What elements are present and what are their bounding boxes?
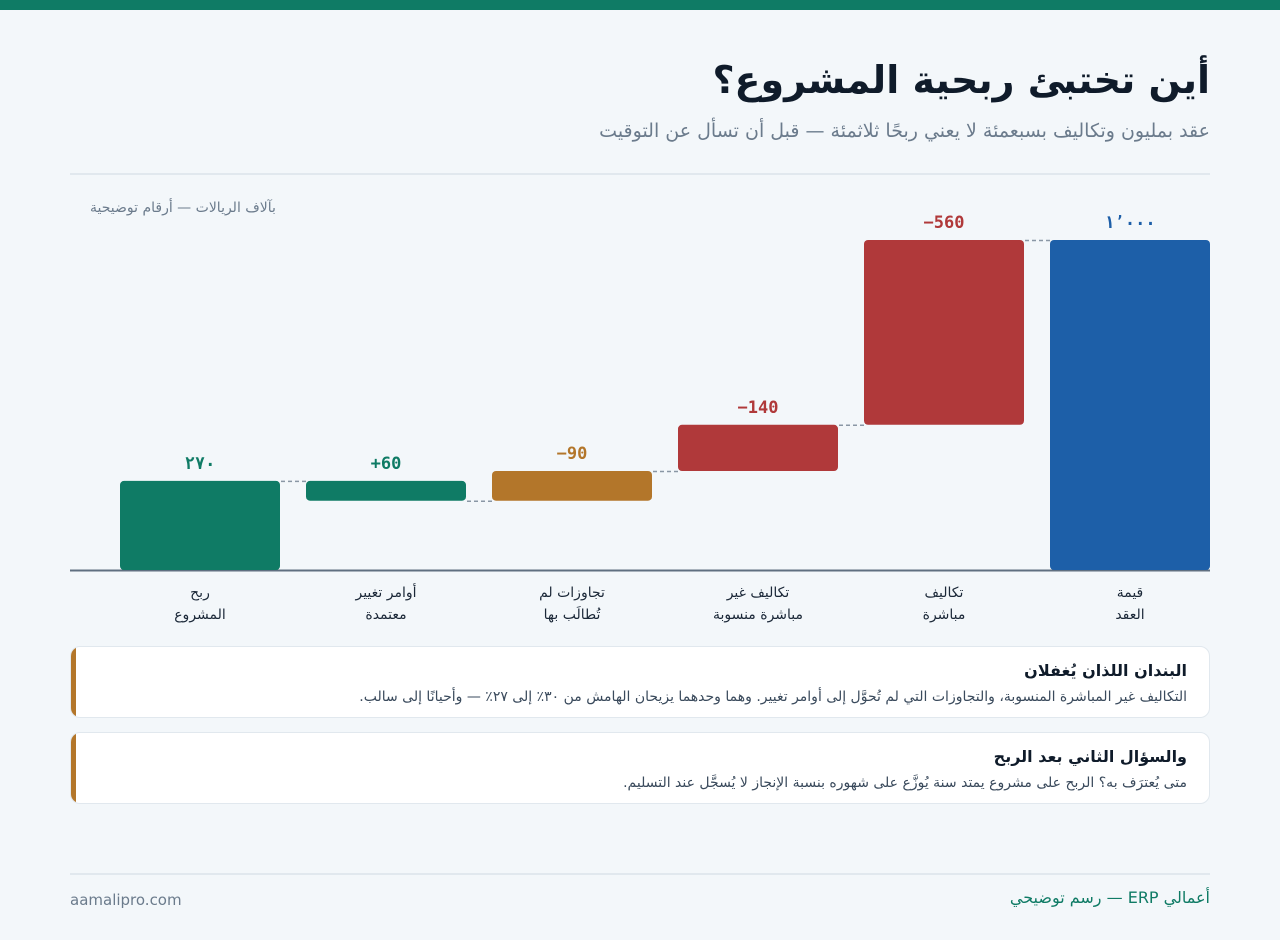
insight-card-timing: والسؤال الثاني بعد الربح متى يُعترَف به؟…: [70, 732, 1210, 804]
waterfall-bar: [492, 471, 652, 501]
category-label: قيمة العقد: [1115, 585, 1145, 623]
bar-value-label: −560: [924, 213, 965, 233]
page-subtitle: عقد بمليون وتكاليف بسبعمئة لا يعني ربحًا…: [599, 120, 1210, 142]
waterfall-bar: [678, 424, 838, 471]
top-accent-bar: [0, 0, 1280, 10]
bar-value-label: +60: [371, 454, 402, 474]
unit-note: بآلاف الريالات — أرقام توضيحية: [90, 200, 276, 216]
card-accent: [71, 647, 76, 717]
card-body: التكاليف غير المباشرة المنسوبة، والتجاوز…: [359, 689, 1187, 705]
footer-site-link[interactable]: aamalipro.com: [70, 891, 182, 909]
footer-brand: أعمالي ERP — رسم توضيحي: [1009, 888, 1210, 907]
card-title: البندان اللذان يُغفلان: [1024, 661, 1187, 680]
page-title: أين تختبئ ربحية المشروع؟: [712, 58, 1210, 102]
card-title: والسؤال الثاني بعد الربح: [993, 747, 1187, 766]
bar-value-label: −140: [738, 398, 779, 418]
card-body: متى يُعترَف به؟ الربح على مشروع يمتد سنة…: [623, 775, 1187, 791]
waterfall-bar: [864, 240, 1024, 425]
waterfall-chart: ١٬٠٠٠ −560 −140 −90 +60 ٢٧٠: [70, 213, 1210, 572]
waterfall-bar: [1050, 240, 1210, 570]
category-label: ربح المشروع: [174, 585, 226, 623]
bar-value-label: −90: [557, 444, 588, 464]
category-label: تكاليف مباشرة: [922, 585, 966, 623]
bar-value-label: ١٬٠٠٠: [1104, 213, 1155, 233]
insight-card-hidden-items: البندان اللذان يُغفلان التكاليف غير المب…: [70, 646, 1210, 718]
card-accent: [71, 733, 76, 803]
category-label: أوامر تغيير معتمدة: [355, 585, 417, 623]
waterfall-bar: [306, 480, 466, 501]
header-divider: [70, 173, 1210, 175]
category-label: تكاليف غير مباشرة منسوبة: [712, 585, 804, 623]
bar-value-label: ٢٧٠: [185, 454, 216, 474]
category-label: تجاوزات لم تُطالَب بها: [539, 585, 605, 623]
waterfall-bar: [120, 480, 280, 570]
footer-divider: [70, 873, 1210, 875]
